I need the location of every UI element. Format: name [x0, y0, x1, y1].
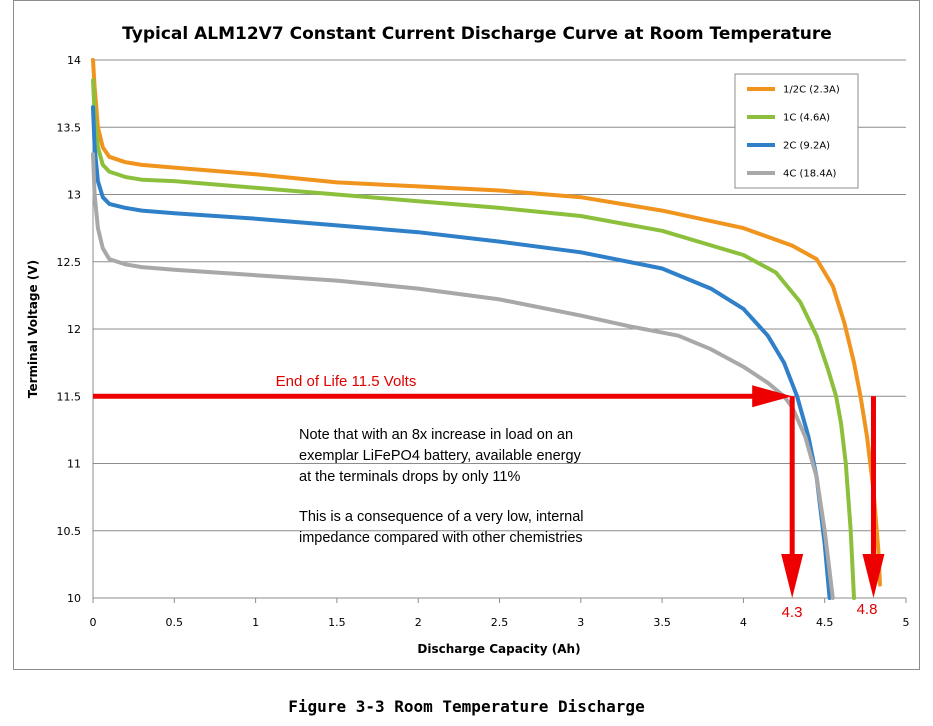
chart-title: Typical ALM12V7 Constant Current Dischar…: [122, 24, 832, 44]
note-line: Note that with an 8x increase in load on…: [299, 427, 573, 443]
y-tick-label: 10: [67, 592, 81, 605]
y-axis-title: Terminal Voltage (V): [26, 260, 40, 398]
x-tick-label: 2: [415, 616, 422, 629]
legend-label-1: 1C (4.6A): [783, 113, 830, 124]
annotation-layer: End of Life 11.5 Volts 4.3 4.8 Note that…: [93, 373, 885, 621]
capacity-arrowhead-left: [781, 554, 804, 598]
legend: 1/2C (2.3A) 1C (4.6A) 2C (9.2A) 4C (18.4A): [734, 73, 859, 189]
capacity-marker-label-left: 4.3: [782, 604, 803, 621]
note-text-block: Note that with an 8x increase in load on…: [299, 427, 584, 546]
x-tick-label: 4.5: [816, 616, 834, 629]
legend-label-0: 1/2C (2.3A): [783, 85, 840, 96]
note-line: This is a consequence of a very low, int…: [299, 509, 584, 525]
y-tick-label: 13.5: [57, 121, 82, 134]
note-line: impedance compared with other chemistrie…: [299, 530, 583, 546]
chart-svg: Typical ALM12V7 Constant Current Dischar…: [26, 24, 910, 656]
x-tick-label: 0.5: [166, 616, 184, 629]
y-tick-label: 10.5: [57, 525, 82, 538]
x-tick-label: 3.5: [653, 616, 671, 629]
note-line: exemplar LiFePO4 battery, available ener…: [299, 448, 582, 464]
series-line-2: [91, 105, 832, 600]
x-tick-label: 3: [577, 616, 584, 629]
chart-frame: Typical ALM12V7 Constant Current Dischar…: [13, 0, 920, 670]
y-tick-label: 14: [67, 54, 81, 67]
y-tick-label: 12: [67, 323, 81, 336]
x-tick-label: 4: [740, 616, 747, 629]
series-line-0: [91, 58, 882, 587]
x-tick-label: 2.5: [491, 616, 509, 629]
series-layer: [91, 58, 882, 600]
x-tick-labels: 0 0.5 1 1.5 2 2.5 3 3.5 4 4.5 5: [90, 598, 910, 629]
y-tick-label: 12.5: [57, 256, 82, 269]
capacity-marker-label-right: 4.8: [857, 601, 878, 618]
legend-box: [734, 73, 859, 189]
x-axis-title: Discharge Capacity (Ah): [417, 642, 580, 656]
series-line-1: [91, 78, 856, 600]
x-tick-label: 1.5: [328, 616, 346, 629]
capacity-arrowhead-right: [862, 554, 885, 598]
x-tick-label: 0: [90, 616, 97, 629]
y-tick-label: 13: [67, 189, 81, 202]
note-line: at the terminals drops by only 11%: [299, 469, 520, 485]
end-of-life-label: End of Life 11.5 Volts: [276, 373, 417, 390]
x-tick-label: 5: [903, 616, 910, 629]
legend-label-3: 4C (18.4A): [783, 169, 837, 180]
legend-label-2: 2C (9.2A): [783, 141, 830, 152]
y-tick-labels: 10 10.5 11 11.5 12 12.5 13 13.5 14: [57, 54, 82, 605]
end-of-life-arrowhead: [752, 385, 793, 408]
figure-caption: Figure 3-3 Room Temperature Discharge: [288, 697, 645, 716]
y-tick-label: 11: [67, 458, 81, 471]
x-tick-label: 1: [252, 616, 259, 629]
y-tick-label: 11.5: [57, 390, 82, 403]
